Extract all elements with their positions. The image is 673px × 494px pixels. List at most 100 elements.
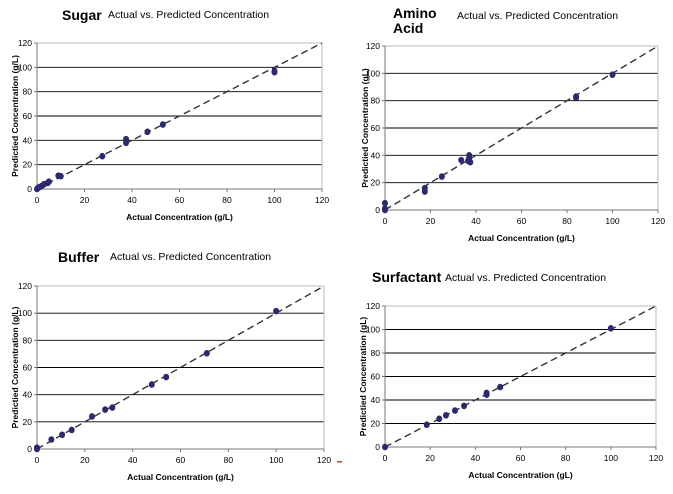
y-tick-label: 60 — [23, 111, 33, 121]
y-axis-label: Predictied Concentration (gL) — [358, 317, 368, 437]
data-point — [159, 121, 166, 128]
y-tick-label: 100 — [366, 68, 380, 78]
scatter-chart-3: Surfactant Actual vs. Predicted Concentra… — [358, 269, 663, 480]
y-axis-label: Predictied Concentration (g/L) — [10, 306, 20, 428]
x-tick-label: 80 — [562, 216, 572, 226]
data-point — [382, 199, 388, 207]
data-point — [436, 415, 443, 423]
data-point — [148, 381, 155, 388]
y-tick-label: 120 — [366, 41, 380, 51]
x-tick-label: 60 — [175, 195, 185, 205]
y-tick-label: 100 — [18, 62, 32, 72]
data-point — [59, 431, 66, 439]
data-point — [34, 445, 40, 453]
x-tick-label: 0 — [35, 455, 40, 465]
y-tick-label: 120 — [18, 281, 32, 291]
x-tick-label: 60 — [517, 216, 527, 226]
chart-name-label: Sugar — [62, 7, 102, 23]
data-point — [421, 188, 428, 195]
data-point — [607, 325, 614, 332]
data-point — [497, 383, 504, 391]
y-tick-label: 60 — [23, 363, 33, 373]
data-point — [68, 426, 75, 434]
y-tick-label: 40 — [23, 390, 33, 400]
y-tick-label: 80 — [23, 335, 33, 345]
y-tick-label: 60 — [371, 123, 381, 133]
chart-name-label: Buffer — [58, 249, 100, 265]
x-tick-label: 100 — [269, 455, 283, 465]
chart-name-label: Surfactant — [372, 269, 442, 285]
data-point — [271, 68, 278, 76]
data-point — [573, 94, 580, 102]
data-point — [89, 413, 96, 420]
x-tick-label: 40 — [128, 455, 138, 465]
x-axis-label: Actual Concentration (g/L) — [468, 233, 575, 243]
x-tick-label: 20 — [80, 455, 90, 465]
y-tick-label: 120 — [18, 38, 32, 48]
data-point — [57, 172, 64, 180]
scatter-chart-2: Buffer Actual vs. Predicted Concentration… — [10, 249, 331, 482]
x-tick-label: 120 — [649, 453, 663, 463]
y-tick-label: 80 — [371, 96, 381, 106]
x-axis-label: Actual Concentration (g/L) — [126, 212, 233, 222]
y-tick-label: 20 — [371, 419, 381, 429]
chart-title: Actual vs. Predicted Concentration — [108, 9, 269, 21]
y-tick-label: 80 — [23, 87, 33, 97]
x-tick-label: 100 — [267, 195, 281, 205]
data-point — [458, 156, 465, 164]
chart-title: Actual vs. Predicted Concentration — [445, 272, 606, 284]
x-tick-label: 0 — [383, 453, 388, 463]
data-point — [99, 152, 106, 160]
y-tick-label: 20 — [23, 417, 33, 427]
data-point — [109, 404, 116, 411]
x-tick-label: 120 — [315, 195, 329, 205]
y-tick-label: 100 — [366, 325, 380, 335]
chart-title: Actual vs. Predicted Concentration — [457, 10, 618, 22]
x-axis-label: Actual Concentration (gL) — [468, 470, 573, 480]
x-tick-label: 0 — [383, 216, 388, 226]
x-tick-label: 0 — [35, 195, 40, 205]
y-tick-label: 20 — [23, 160, 33, 170]
scatter-chart-0: Sugar Actual vs. Predicted Concentration 0… — [10, 7, 329, 222]
y-axis-label: Predictied Concentration (g/L) — [10, 55, 20, 177]
x-tick-label: 100 — [605, 216, 619, 226]
y-tick-label: 0 — [27, 444, 32, 454]
chart-name-label: Amino — [393, 5, 437, 21]
data-point — [45, 178, 52, 185]
data-point — [163, 373, 170, 381]
y-tick-label: 40 — [23, 135, 33, 145]
x-tick-label: 80 — [224, 455, 234, 465]
x-tick-label: 20 — [426, 216, 436, 226]
data-point — [382, 206, 388, 214]
x-tick-label: 20 — [80, 195, 90, 205]
stray-mark — [337, 461, 342, 463]
y-tick-label: 100 — [18, 308, 32, 318]
y-tick-label: 20 — [371, 178, 381, 188]
data-point — [48, 436, 55, 443]
data-point — [102, 406, 109, 413]
data-point — [467, 158, 474, 166]
data-point — [382, 443, 388, 451]
y-axis-label: Predictied Concentration (gL) — [360, 68, 370, 188]
y-tick-label: 0 — [27, 184, 32, 194]
data-point — [483, 389, 490, 397]
data-point — [609, 71, 616, 78]
x-axis-label: Actual Concentration (g/L) — [127, 472, 234, 482]
x-tick-label: 60 — [516, 453, 526, 463]
data-point — [123, 139, 130, 147]
x-tick-label: 40 — [471, 216, 481, 226]
data-point — [461, 402, 468, 410]
x-tick-label: 120 — [317, 455, 331, 465]
data-point — [442, 411, 449, 419]
data-point — [203, 349, 210, 357]
x-tick-label: 40 — [127, 195, 137, 205]
y-tick-label: 40 — [371, 395, 381, 405]
data-point — [438, 173, 445, 180]
x-tick-label: 40 — [471, 453, 481, 463]
chart-name-label: Acid — [393, 20, 423, 36]
data-point — [144, 128, 151, 136]
identity-line — [36, 42, 323, 190]
y-tick-label: 80 — [371, 348, 381, 358]
